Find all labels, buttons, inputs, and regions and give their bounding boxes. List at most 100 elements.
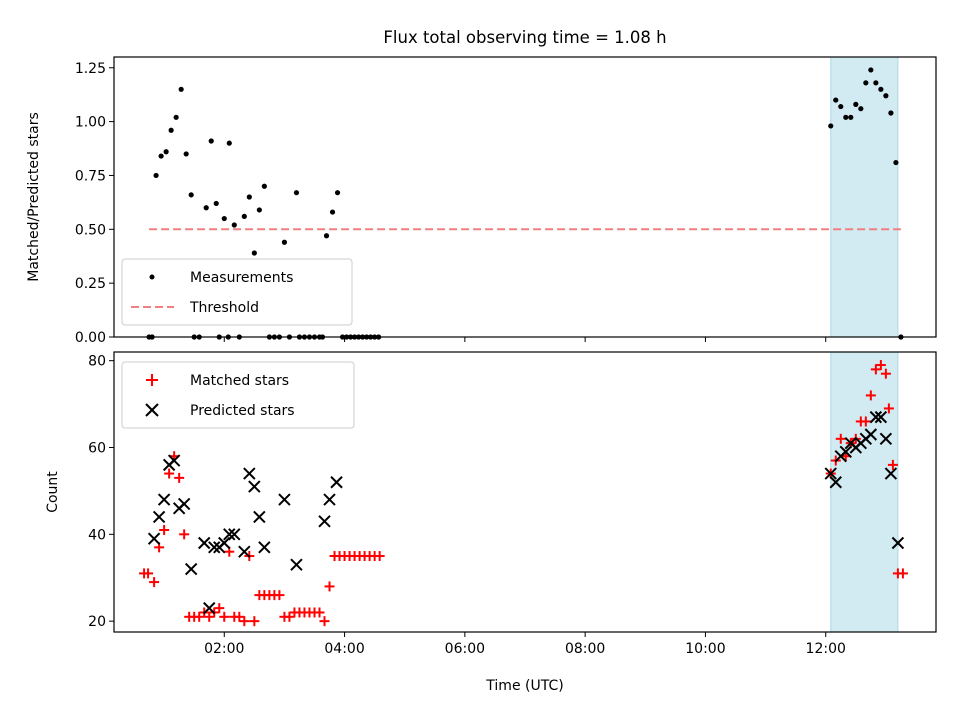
measurement-point <box>893 159 899 166</box>
measurement-point <box>853 101 859 107</box>
measurement-point <box>293 190 300 196</box>
measurement-point <box>251 250 257 256</box>
predicted-star-point <box>884 467 898 480</box>
measurement-point <box>178 86 184 92</box>
measurement-point <box>838 103 844 110</box>
y-tick-label: 1.00 <box>75 115 106 131</box>
legend-measurements-label: Measurements <box>190 270 293 286</box>
y-tick-label: 0.50 <box>75 222 106 238</box>
matched-star-point <box>204 611 215 622</box>
measurement-point <box>168 127 174 133</box>
predicted-star-point <box>824 467 837 480</box>
matched-star-point <box>249 616 260 627</box>
predicted-star-point <box>318 515 331 528</box>
predicted-star-point <box>839 445 852 459</box>
predicted-star-point <box>829 476 842 489</box>
bottom-legend-box <box>121 361 355 429</box>
measurement-point <box>246 194 252 200</box>
matched-star-point <box>875 360 886 371</box>
measurement-point <box>848 114 854 120</box>
matched-star-point <box>239 616 250 627</box>
legend-predicted-label: Predicted stars <box>190 403 295 419</box>
predicted-star-point <box>238 545 251 558</box>
y-tick-label: 0.75 <box>75 168 106 184</box>
top-legend: Measurements Threshold <box>121 258 353 326</box>
measurement-point <box>173 114 179 120</box>
y-tick-label: 40 <box>88 527 106 543</box>
predicted-star-point <box>203 601 216 615</box>
top-legend-box <box>121 258 353 326</box>
top-plot-frame <box>113 56 937 338</box>
bottom-ylabel: Count <box>45 471 61 513</box>
measurement-point <box>873 80 879 86</box>
measurement-point <box>153 172 159 179</box>
matched-star-point <box>174 472 185 483</box>
legend-predicted-marker <box>145 403 159 417</box>
x-tick-label: 12:00 <box>806 641 846 657</box>
matched-star-point <box>897 568 908 579</box>
predicted-star-point <box>248 480 261 493</box>
predicted-star-point <box>208 541 221 554</box>
measurement-point <box>203 205 209 211</box>
matched-star-point <box>179 529 190 540</box>
matched-star-point <box>887 459 898 470</box>
measurement-point <box>323 233 330 239</box>
measurement-point <box>261 183 267 189</box>
x-axis-label: Time (UTC) <box>485 678 563 694</box>
y-tick-label: 0.25 <box>75 276 106 292</box>
predicted-star-point <box>323 493 336 506</box>
measurement-point <box>241 213 247 219</box>
shaded-span <box>830 56 899 338</box>
matched-star-point <box>374 551 385 562</box>
matched-star-point <box>214 603 225 614</box>
matched-star-point <box>324 581 335 592</box>
measurement-point <box>221 215 227 222</box>
figure-title: Flux total observing time = 1.08 h <box>383 28 666 47</box>
matched-star-point <box>274 590 285 601</box>
measurement-point <box>878 86 884 92</box>
measurement-point <box>329 209 336 215</box>
predicted-star-point <box>891 536 905 550</box>
measurement-point <box>213 200 219 207</box>
x-tick-label: 04:00 <box>324 641 364 657</box>
top-ylabel: Matched/Predicted stars <box>26 112 42 282</box>
predicted-star-point <box>330 476 343 489</box>
predicted-star-point <box>152 510 166 524</box>
bottom-plot: 02:00 04:00 06:00 08:00 10:00 12:00 20 40 60 80 C… <box>45 351 937 694</box>
matched-star-point <box>883 403 894 414</box>
predicted-star-point <box>278 493 291 506</box>
measurement-point <box>281 239 288 245</box>
predicted-star-point <box>184 562 198 576</box>
measurement-point <box>256 207 262 213</box>
predicted-star-point <box>167 454 181 467</box>
matched-star-point <box>835 433 846 444</box>
measurement-point <box>231 222 237 228</box>
matched-star-point <box>865 390 876 401</box>
predicted-star-point <box>147 532 161 545</box>
measurement-point <box>183 151 189 157</box>
predicted-star-point <box>879 432 893 446</box>
legend-matched-marker <box>146 374 158 386</box>
measurement-point <box>858 106 864 112</box>
matched-star-point <box>870 364 881 375</box>
y-tick-label: 80 <box>88 354 106 370</box>
predicted-star-point <box>874 410 888 424</box>
predicted-star-point <box>290 558 303 571</box>
x-tick-label: 02:00 <box>204 641 244 657</box>
measurement-point <box>334 190 341 196</box>
measurement-point <box>208 138 214 144</box>
measurement-point <box>863 80 869 86</box>
measurement-point <box>843 114 849 120</box>
measurement-point <box>883 93 889 99</box>
matched-star-point <box>164 468 175 479</box>
x-tick-label: 06:00 <box>445 641 485 657</box>
predicted-star-point <box>223 528 236 541</box>
predicted-star-point <box>218 536 231 550</box>
y-tick-label: 0.00 <box>75 330 106 346</box>
matched-star-point <box>219 611 230 622</box>
x-tick-label: 10:00 <box>685 641 725 657</box>
predicted-star-point <box>157 493 171 506</box>
matched-star-point <box>860 416 871 427</box>
matched-star-point <box>159 524 170 535</box>
